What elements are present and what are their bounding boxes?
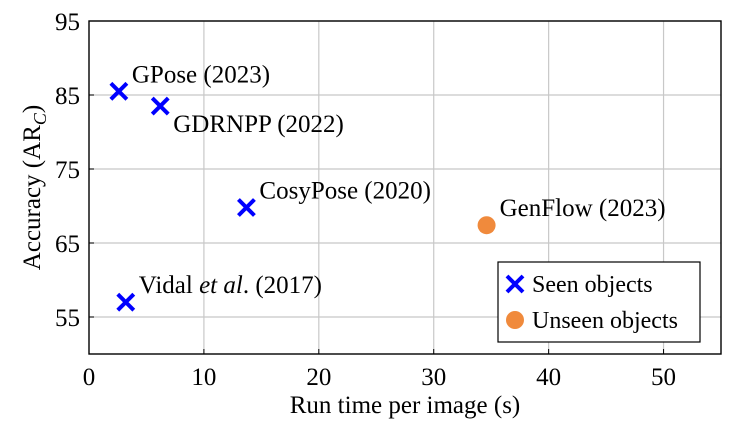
marker-seen [150,96,170,116]
y-tick-label: 85 [55,83,80,110]
point-label: GPose (2023) [132,61,270,88]
point-label-part: et al [199,272,243,299]
legend-marker-unseen [506,311,524,329]
y-tick-label: 95 [55,9,80,36]
tick-labels: 0 10 20 30 40 50 55 65 75 85 95 [55,9,676,391]
marker-seen [237,198,256,217]
legend-label: Seen objects [532,272,653,298]
point-label: GenFlow (2023) [500,195,666,222]
y-tick-label: 75 [55,157,80,184]
legend-box [497,261,701,343]
marker-seen [116,292,136,312]
cross-stroke [116,292,136,312]
y-axis-label-close: ) [19,105,46,113]
x-axis-label: Run time per image (s) [290,392,521,419]
cross-stroke [505,274,525,294]
plot-frame [88,20,722,355]
x-tick-label: 0 [83,364,96,391]
x-tick-label: 50 [651,364,676,391]
legend-label: Unseen objects [532,308,678,334]
y-tick-label: 65 [55,231,80,258]
marker-unseen [477,216,496,235]
y-tick-label: 55 [55,305,80,332]
y-axis-label-subscript: C [30,112,50,125]
point-label-part: Vidal [139,272,199,299]
y-axis-label: Accuracy (ARC) [19,105,50,270]
x-tick-label: 20 [306,364,331,391]
legend: Seen objects Unseen objects [497,261,701,343]
y-axis-label-main: Accuracy (AR [19,125,46,270]
x-tick-label: 10 [191,364,216,391]
point-label: Vidal et al. (2017) [139,272,322,299]
point-label: CosyPose (2020) [259,177,431,204]
data-points: GPose (2023) GDRNPP (2022) CosyPose (2020)… [109,61,666,312]
point-label: GDRNPP (2022) [173,111,344,138]
cross-stroke [109,81,129,101]
legend-marker-seen [505,274,525,294]
cross-stroke [237,198,256,217]
cross-stroke [150,96,170,116]
x-tick-label: 30 [421,364,446,391]
x-tick-label: 40 [536,364,561,391]
point-label-part: . (2017) [243,272,322,299]
marker-seen [109,81,129,101]
